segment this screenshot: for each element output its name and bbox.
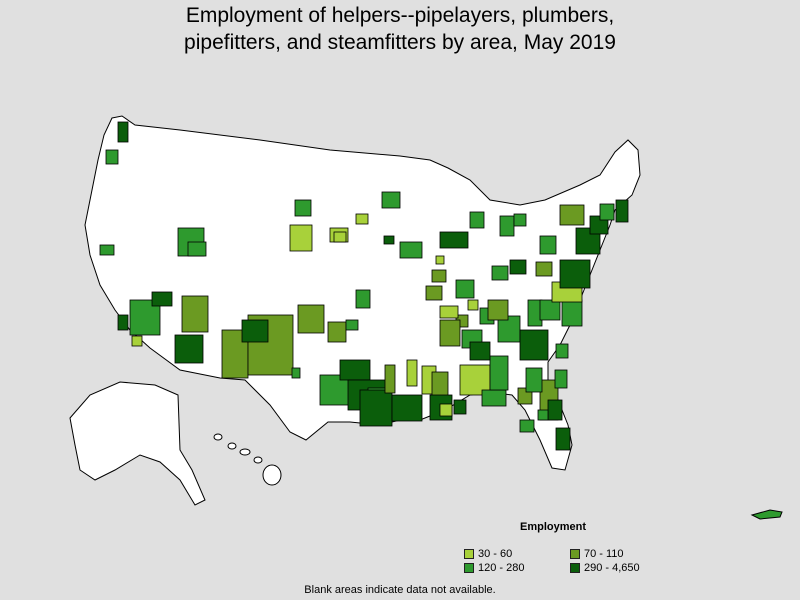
- shaded-area: [383, 235, 395, 245]
- legend-swatch: [464, 549, 474, 559]
- shaded-area: [467, 299, 479, 311]
- shaded-area: [406, 359, 418, 387]
- shaded-area: [487, 299, 509, 321]
- shaded-area: [489, 355, 509, 391]
- shaded-area: [539, 235, 557, 255]
- shaded-area: [481, 389, 507, 407]
- shaded-area: [345, 319, 359, 331]
- shaded-area: [491, 265, 509, 281]
- shaded-area: [131, 335, 143, 347]
- shaded-area: [105, 149, 119, 165]
- shaded-area: [355, 289, 371, 309]
- shaded-area: [425, 285, 443, 301]
- shaded-area: [431, 371, 449, 397]
- shaded-area: [327, 321, 347, 343]
- shaded-area: [241, 319, 269, 343]
- shaded-area: [391, 394, 423, 422]
- legend-label: 120 - 280: [478, 562, 525, 574]
- legend-label: 70 - 110: [584, 548, 624, 560]
- shaded-area: [547, 399, 563, 421]
- shaded-area: [509, 259, 527, 275]
- map-title: Employment of helpers--pipelayers, plumb…: [0, 2, 800, 56]
- shaded-area: [615, 199, 629, 223]
- legend-item-290-4650: 290 - 4,650: [570, 562, 640, 574]
- shaded-area: [589, 215, 609, 235]
- shaded-area: [384, 364, 396, 394]
- shaded-area: [359, 389, 393, 427]
- footnote: Blank areas indicate data not available.: [304, 584, 496, 596]
- shaded-area: [499, 215, 515, 237]
- shaded-area: [381, 191, 401, 209]
- legend-item-30-60: 30 - 60: [464, 548, 512, 560]
- shaded-area: [559, 204, 585, 226]
- shaded-area: [333, 231, 347, 243]
- shaded-area: [355, 213, 369, 225]
- shaded-area: [431, 269, 447, 283]
- legend-title: Employment: [520, 521, 587, 533]
- shaded-area: [519, 329, 549, 361]
- shaded-area: [435, 255, 445, 265]
- shaded-area: [294, 199, 312, 217]
- shaded-area: [117, 121, 129, 143]
- legend: Employment 30 - 60 70 - 110 120 - 280 29…: [462, 521, 662, 581]
- shaded-area: [554, 369, 568, 389]
- shaded-area: [174, 334, 204, 364]
- shaded-area: [519, 419, 535, 433]
- shaded-area: [497, 315, 521, 343]
- shaded-area: [539, 299, 561, 321]
- shaded-area: [439, 403, 453, 417]
- legend-swatch: [570, 563, 580, 573]
- shaded-area: [99, 244, 115, 256]
- shaded-area: [513, 213, 527, 227]
- legend-item-70-110: 70 - 110: [570, 548, 624, 560]
- shaded-area: [453, 399, 467, 415]
- shaded-area: [561, 299, 583, 327]
- shaded-area: [599, 203, 615, 221]
- shaded-area: [181, 295, 209, 333]
- shaded-area: [469, 211, 485, 229]
- shaded-area: [297, 304, 325, 334]
- title-line-2: pipefitters, and steamfitters by area, M…: [184, 31, 616, 54]
- shaded-area: [439, 319, 461, 347]
- legend-item-120-280: 120 - 280: [464, 562, 524, 574]
- legend-swatch: [570, 549, 580, 559]
- shaded-area: [555, 343, 569, 359]
- shaded-area: [439, 231, 469, 249]
- shaded-area: [399, 241, 423, 259]
- legend-swatch: [464, 563, 474, 573]
- shaded-area: [117, 314, 129, 331]
- shaded-area: [537, 409, 549, 421]
- shaded-area: [469, 341, 491, 361]
- shaded-area: [555, 427, 571, 451]
- shaded-area: [439, 305, 459, 319]
- shaded-area: [559, 259, 591, 289]
- shaded-area: [151, 291, 173, 307]
- puerto-rico-shape: [750, 509, 783, 520]
- legend-label: 30 - 60: [478, 548, 513, 560]
- alaska-shape: [69, 381, 206, 506]
- shaded-area: [187, 241, 207, 257]
- shaded-area: [289, 224, 313, 252]
- title-line-1: Employment of helpers--pipelayers, plumb…: [185, 4, 615, 27]
- shaded-area: [525, 367, 543, 393]
- legend-label: 290 - 4,650: [584, 562, 640, 574]
- shaded-area: [535, 261, 553, 277]
- shaded-area: [291, 367, 301, 379]
- shaded-area: [339, 359, 371, 381]
- shaded-area: [455, 279, 475, 299]
- hawaii-shape: [213, 433, 282, 486]
